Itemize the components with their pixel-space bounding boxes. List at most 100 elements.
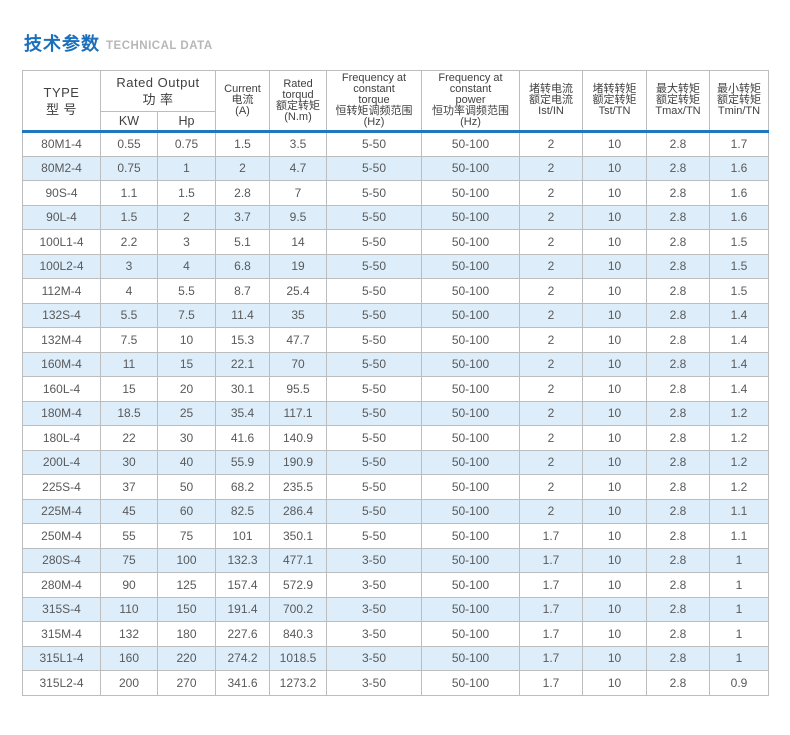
table-cell: 157.4 <box>215 572 271 598</box>
table-cell: 15 <box>156 351 217 377</box>
table-cell: 1 <box>156 155 217 181</box>
table-cell: 0.75 <box>156 130 217 157</box>
table-cell: 50-100 <box>421 572 521 598</box>
table-cell: 50-100 <box>421 547 521 573</box>
table-row: 315L1-4 160 220 274.2 1018.5 3-50 50-100 1.7 10 2… <box>22 645 770 671</box>
table-cell: 2.8 <box>646 621 711 647</box>
table-cell: 50-100 <box>421 302 521 328</box>
table-cell: 50-100 <box>421 645 521 671</box>
table-cell: 10 <box>582 474 648 500</box>
table-cell: 50-100 <box>421 130 521 157</box>
table-cell: 18.5 <box>100 400 158 426</box>
table-cell: 101 <box>215 523 271 549</box>
table-cell: 2 <box>519 180 584 206</box>
table-cell: 2.8 <box>646 376 711 402</box>
table-cell: 1 <box>709 645 770 671</box>
table-cell: 341.6 <box>215 670 271 696</box>
table-cell: 0.55 <box>100 130 158 157</box>
table-cell: 227.6 <box>215 621 271 647</box>
table-cell: 1.5 <box>156 180 217 206</box>
table-cell: 3.7 <box>215 204 271 230</box>
table-cell: 112M-4 <box>22 278 101 304</box>
table-cell: 4 <box>100 278 158 304</box>
table-cell: 1.7 <box>519 523 584 549</box>
table-cell: 5-50 <box>326 229 423 255</box>
table-cell: 40 <box>156 449 217 475</box>
table-cell: 7 <box>269 180 328 206</box>
table-cell: 2.8 <box>646 180 711 206</box>
table-cell: 50-100 <box>421 155 521 181</box>
table-cell: 11.4 <box>215 302 271 328</box>
table-cell: 1.1 <box>709 523 770 549</box>
table-cell: 5.1 <box>215 229 271 255</box>
table-cell: 180M-4 <box>22 400 101 426</box>
table-header: TYPE 型 号 Rated Output 功 率 Current 电流 (A)… <box>22 69 770 132</box>
table-cell: 315M-4 <box>22 621 101 647</box>
table-row: 315M-4 132 180 227.6 840.3 3-50 50-100 1.7 10 2.8… <box>22 621 770 647</box>
table-cell: 2 <box>519 376 584 402</box>
table-cell: 477.1 <box>269 547 328 573</box>
table-row: 315S-4 110 150 191.4 700.2 3-50 50-100 1.7 10 2.8… <box>22 596 770 622</box>
table-cell: 2.8 <box>646 351 711 377</box>
table-cell: 2 <box>519 351 584 377</box>
table-cell: 235.5 <box>269 474 328 500</box>
table-cell: 1.7 <box>519 572 584 598</box>
table-cell: 10 <box>582 253 648 279</box>
table-cell: 2.8 <box>646 253 711 279</box>
table-cell: 2.8 <box>646 596 711 622</box>
table-cell: 2.8 <box>646 204 711 230</box>
table-cell: 10 <box>582 523 648 549</box>
table-cell: 14 <box>269 229 328 255</box>
table-cell: 50-100 <box>421 596 521 622</box>
table-cell: 5-50 <box>326 351 423 377</box>
table-cell: 270 <box>156 670 217 696</box>
table-cell: 50-100 <box>421 376 521 402</box>
table-cell: 10 <box>582 498 648 524</box>
table-cell: 19 <box>269 253 328 279</box>
table-cell: 2.8 <box>215 180 271 206</box>
table-cell: 5-50 <box>326 180 423 206</box>
header-freq-constant-torque: Frequency at constant torque 恒转矩调频范围 (Hz… <box>326 70 423 132</box>
table-cell: 180 <box>156 621 217 647</box>
table-cell: 160M-4 <box>22 351 101 377</box>
table-cell: 90L-4 <box>22 204 101 230</box>
table-cell: 5-50 <box>326 278 423 304</box>
table-cell: 1 <box>709 596 770 622</box>
table-cell: 2.8 <box>646 670 711 696</box>
table-cell: 1.4 <box>709 376 770 402</box>
table-cell: 75 <box>100 547 158 573</box>
table-cell: 10 <box>582 572 648 598</box>
table-row: 132S-4 5.5 7.5 11.4 35 5-50 50-100 2 10 2.8 1.4 <box>22 302 770 328</box>
table-cell: 5-50 <box>326 400 423 426</box>
table-cell: 5-50 <box>326 498 423 524</box>
table-cell: 3 <box>100 253 158 279</box>
table-cell: 5-50 <box>326 474 423 500</box>
table-cell: 2.8 <box>646 155 711 181</box>
table-cell: 3-50 <box>326 547 423 573</box>
table-cell: 100L1-4 <box>22 229 101 255</box>
table-cell: 6.8 <box>215 253 271 279</box>
table-cell: 572.9 <box>269 572 328 598</box>
table-cell: 200 <box>100 670 158 696</box>
table-cell: 10 <box>582 278 648 304</box>
table-cell: 2.8 <box>646 229 711 255</box>
header-ist-in: 堵转电流 额定电流 Ist/IN <box>519 70 584 132</box>
table-cell: 2.8 <box>646 278 711 304</box>
table-cell: 2 <box>519 253 584 279</box>
header-type: TYPE 型 号 <box>22 70 101 132</box>
table-cell: 132.3 <box>215 547 271 573</box>
page: 技术参数 TECHNICAL DATA TYPE 型 号 Rated Output… <box>22 34 770 696</box>
table-cell: 1 <box>709 572 770 598</box>
table-cell: 2.8 <box>646 302 711 328</box>
table-cell: 80M2-4 <box>22 155 101 181</box>
table-cell: 10 <box>582 155 648 181</box>
table-cell: 35.4 <box>215 400 271 426</box>
table-cell: 7.5 <box>100 327 158 353</box>
table-row: 80M1-4 0.55 0.75 1.5 3.5 5-50 50-100 2 10 2.8 1.7 <box>22 130 770 157</box>
table-cell: 1.7 <box>519 596 584 622</box>
table-cell: 1.7 <box>519 621 584 647</box>
table-row: 280M-4 90 125 157.4 572.9 3-50 50-100 1.7 10 2.8 1 <box>22 572 770 598</box>
table-cell: 95.5 <box>269 376 328 402</box>
table-row: 180M-4 18.5 25 35.4 117.1 5-50 50-100 2 10 2.8 1.2 <box>22 400 770 426</box>
header-current: Current 电流 (A) <box>215 70 271 132</box>
